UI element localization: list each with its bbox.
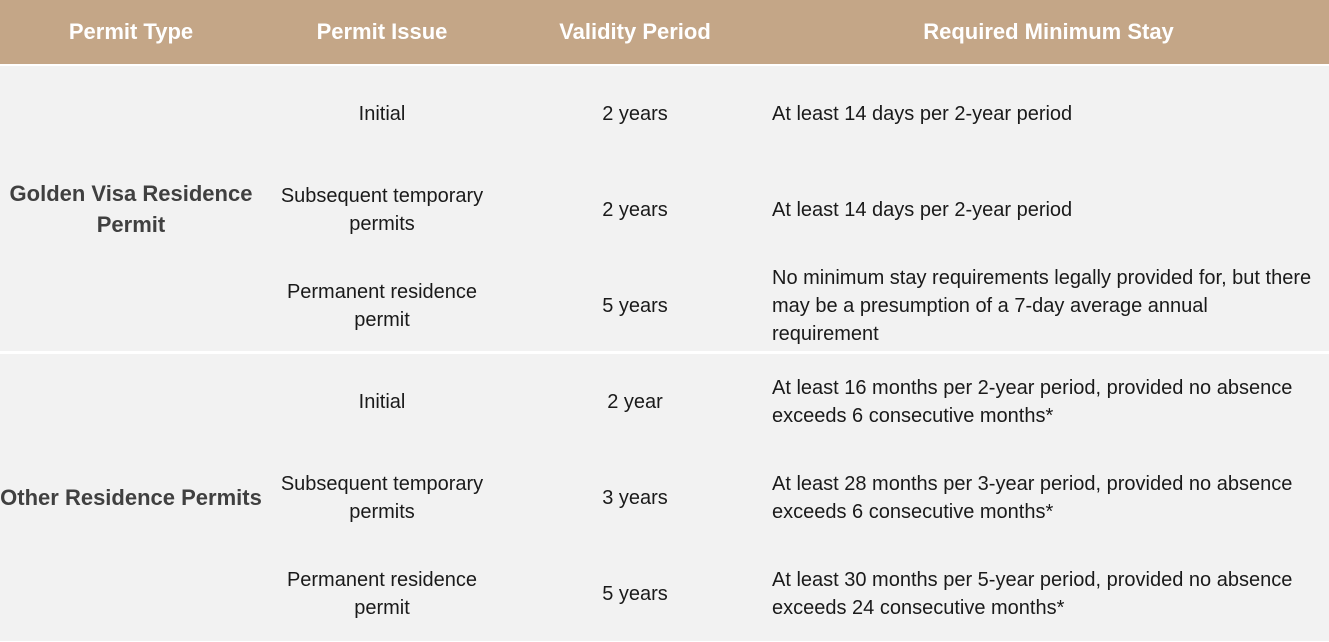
- minimum-stay-cell: No minimum stay requirements legally pro…: [772, 267, 1312, 345]
- validity-period-cell: 2 years: [602, 199, 668, 221]
- table-row: Permanent residence permit 5 years No mi…: [262, 258, 1329, 354]
- permit-issue-cell: Initial: [358, 391, 406, 413]
- permit-issue-cell: Subsequent temporary permits: [280, 185, 484, 235]
- permit-group-golden-visa: Golden Visa Residence Permit Initial 2 y…: [0, 66, 1329, 351]
- minimum-stay-cell: At least 16 months per 2-year period, pr…: [772, 377, 1293, 427]
- minimum-stay-cell: At least 14 days per 2-year period: [772, 199, 1073, 221]
- minimum-stay-cell: At least 30 months per 5-year period, pr…: [772, 569, 1293, 619]
- permit-type-cell: Other Residence Permits: [0, 485, 262, 510]
- validity-period-cell: 3 years: [602, 487, 668, 509]
- table-row: Initial 2 year At least 16 months per 2-…: [262, 354, 1329, 450]
- minimum-stay-cell: At least 14 days per 2-year period: [772, 103, 1073, 125]
- permit-issue-cell: Permanent residence permit: [286, 569, 478, 619]
- minimum-stay-cell: At least 28 months per 3-year period, pr…: [772, 473, 1293, 523]
- table-row: Subsequent temporary permits 3 years At …: [262, 450, 1329, 546]
- validity-period-cell: 2 year: [607, 391, 663, 413]
- table-row: Subsequent temporary permits 2 years At …: [262, 162, 1329, 258]
- validity-period-cell: 2 years: [602, 103, 668, 125]
- permit-issue-cell: Initial: [358, 103, 406, 125]
- table-row: Initial 2 years At least 14 days per 2-y…: [262, 66, 1329, 162]
- header-permit-type: Permit Type: [68, 19, 194, 44]
- permit-issue-cell: Permanent residence permit: [286, 281, 478, 331]
- header-permit-issue: Permit Issue: [316, 19, 448, 44]
- header-validity-period: Validity Period: [559, 19, 711, 44]
- table-header: Permit Type Permit Issue Validity Period…: [0, 0, 1329, 64]
- header-required-minimum-stay: Required Minimum Stay: [923, 19, 1174, 44]
- validity-period-cell: 5 years: [602, 583, 668, 605]
- validity-period-cell: 5 years: [602, 295, 668, 317]
- permit-group-other-residence: Other Residence Permits Initial 2 year A…: [0, 354, 1329, 641]
- permit-type-cell: Golden Visa Residence Permit: [9, 180, 253, 237]
- table-row: Permanent residence permit 5 years At le…: [262, 546, 1329, 642]
- permit-issue-cell: Subsequent temporary permits: [280, 473, 484, 523]
